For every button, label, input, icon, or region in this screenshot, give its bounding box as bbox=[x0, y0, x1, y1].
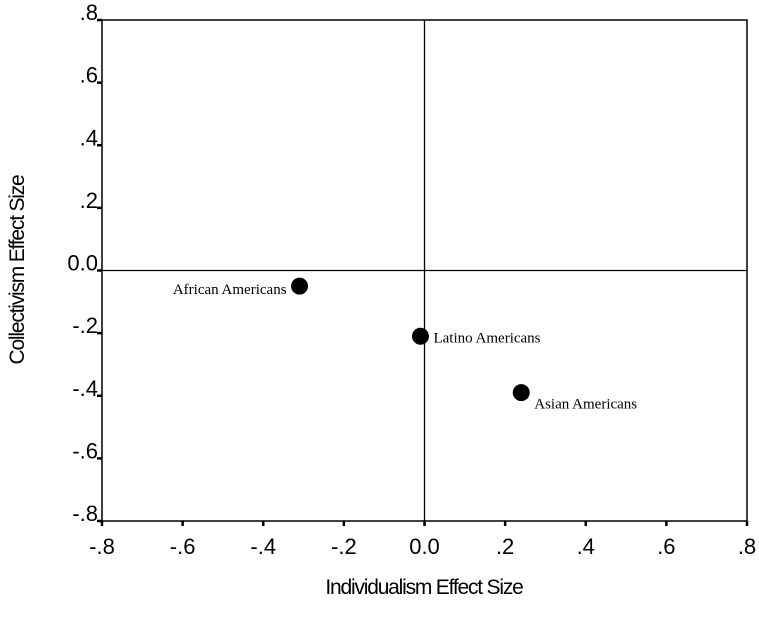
y-tick-label: -.4 bbox=[72, 376, 98, 401]
y-tick-label: -.8 bbox=[72, 501, 98, 526]
y-tick-label: .8 bbox=[80, 0, 98, 25]
x-axis-title: Individualism Effect Size bbox=[325, 576, 523, 599]
x-tick-label: .8 bbox=[738, 534, 756, 559]
x-tick-label: 0.0 bbox=[409, 534, 440, 559]
data-point-label: African Americans bbox=[173, 282, 287, 298]
x-tick-label: .6 bbox=[657, 534, 675, 559]
data-point bbox=[512, 384, 530, 402]
x-tick-label: -.6 bbox=[170, 534, 196, 559]
y-tick-label: .2 bbox=[80, 188, 98, 213]
y-tick-label: 0.0 bbox=[67, 251, 98, 276]
y-axis-ticks: -.8 -.6 -.4 -.2 0.0 .2 .4 .6 .8 bbox=[67, 0, 102, 526]
y-tick-label: -.6 bbox=[72, 438, 98, 463]
y-tick-label: .4 bbox=[80, 125, 98, 150]
data-point-label: Asian Americans bbox=[534, 397, 637, 413]
y-tick-label: -.2 bbox=[72, 313, 98, 338]
x-tick-label: .4 bbox=[577, 534, 595, 559]
data-point bbox=[411, 327, 429, 345]
data-point-label: Latino Americans bbox=[433, 330, 540, 346]
data-points: African Americans Latino Americans Asian A… bbox=[173, 277, 637, 413]
x-tick-label: -.2 bbox=[331, 534, 357, 559]
x-tick-label: -.4 bbox=[250, 534, 276, 559]
y-tick-label: .6 bbox=[80, 63, 98, 88]
x-axis-ticks: -.8 -.6 -.4 -.2 0.0 .2 .4 .6 .8 bbox=[89, 521, 756, 559]
data-point bbox=[291, 277, 309, 295]
x-tick-label: -.8 bbox=[89, 534, 115, 559]
x-tick-label: .2 bbox=[496, 534, 514, 559]
y-axis-title: Collectivism Effect Size bbox=[6, 175, 29, 365]
